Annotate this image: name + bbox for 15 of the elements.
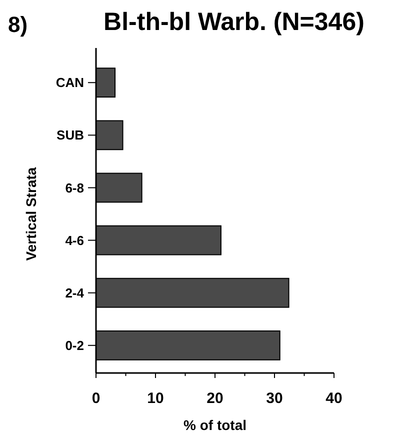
chart-title: Bl-th-bl Warb. (N=346): [104, 8, 364, 36]
y-tick-label: 6-8: [65, 180, 84, 196]
x-axis-title: % of total: [184, 417, 246, 433]
y-tick-label: 2-4: [65, 285, 85, 300]
text: 8): [8, 12, 28, 37]
x-tick-label: 30: [266, 390, 283, 407]
x-tick-label: 10: [147, 390, 164, 407]
y-tick-label: SUB: [56, 128, 84, 143]
y-tick-label: CAN: [56, 75, 84, 90]
y-axis-title: Vertical Strata: [23, 167, 39, 261]
y-tick-label: 0-2: [65, 338, 84, 353]
y-tick-label: 4-6: [65, 232, 84, 248]
x-tick-label: 40: [326, 390, 342, 407]
x-tick-label: 20: [206, 390, 224, 407]
x-tick-label: 0: [92, 390, 100, 407]
